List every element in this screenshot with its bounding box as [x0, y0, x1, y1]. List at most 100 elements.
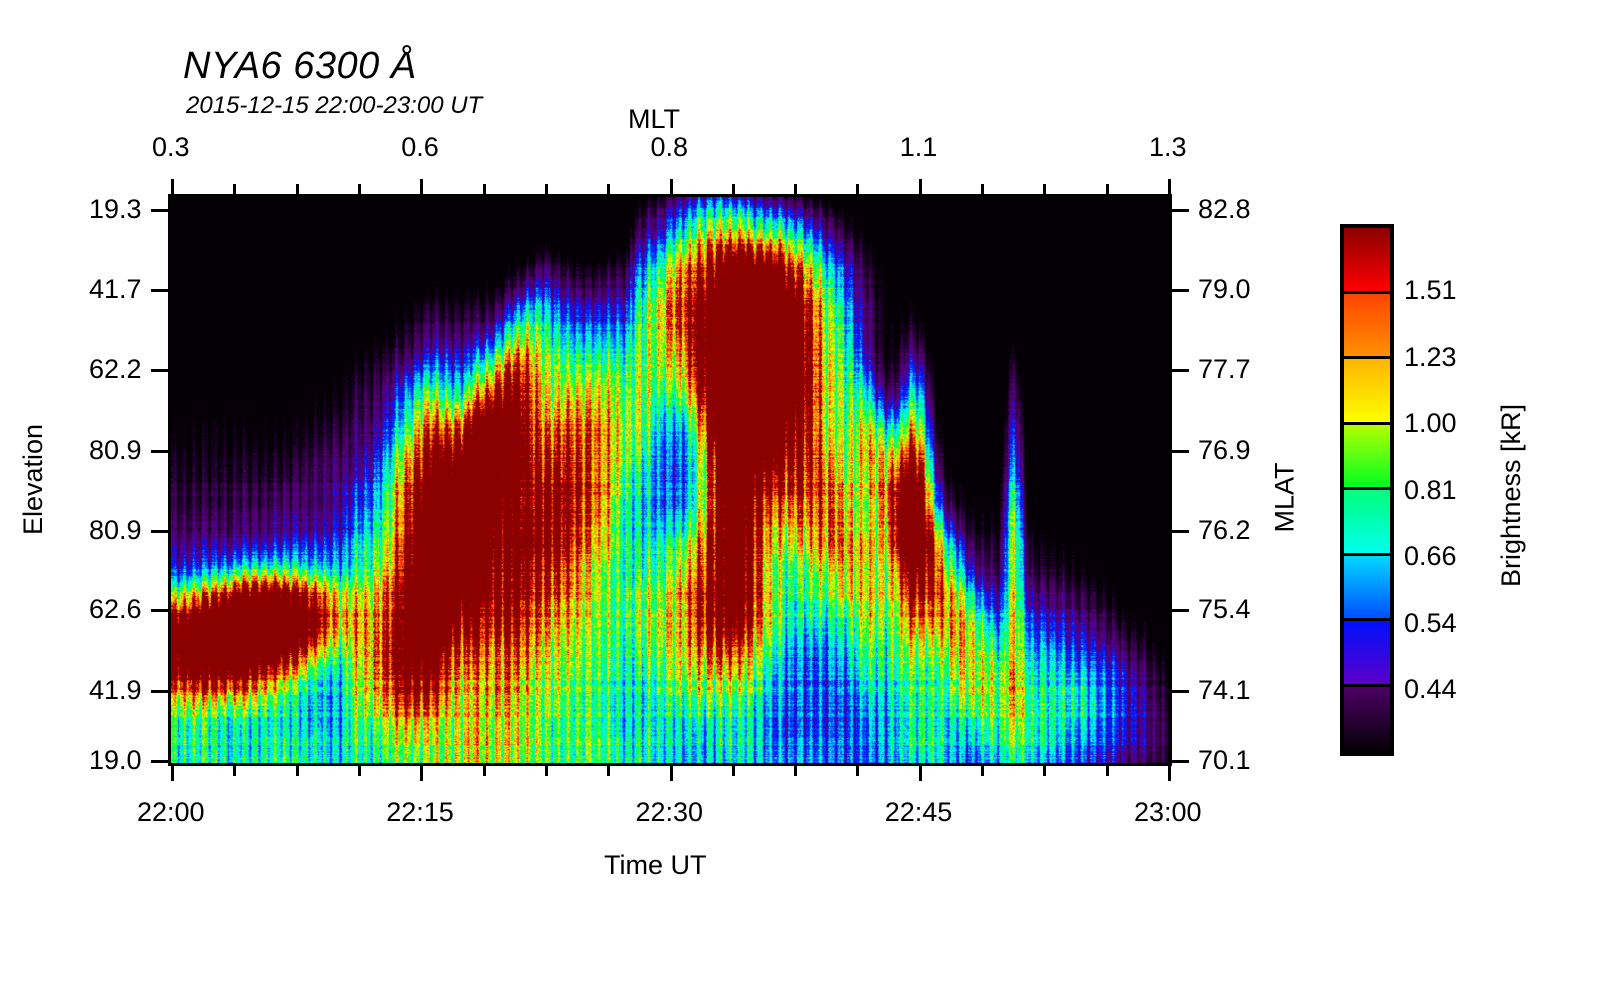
bottom-axis-tick	[296, 766, 299, 776]
left-axis-tick-label: 41.7	[89, 273, 142, 304]
right-axis-tick-label: 77.7	[1198, 353, 1251, 384]
top-axis-tick	[981, 184, 984, 194]
top-axis-tick	[545, 184, 548, 194]
right-axis-tick	[1172, 289, 1189, 292]
left-axis-tick-label: 80.9	[89, 514, 142, 545]
left-axis-label: Elevation	[18, 423, 49, 536]
right-axis-tick	[1172, 450, 1189, 453]
bottom-axis-tick-label: 22:30	[635, 797, 704, 827]
left-axis-tick	[151, 289, 168, 292]
top-axis-tick	[919, 179, 922, 194]
right-axis-tick-label: 75.4	[1198, 593, 1251, 624]
keogram-plot-area	[168, 194, 1172, 766]
bottom-axis-tick	[919, 766, 922, 781]
bottom-axis-tick	[856, 766, 859, 776]
top-axis-tick	[1106, 184, 1109, 194]
right-axis-tick	[1172, 369, 1189, 372]
left-axis-tick-label: 19.0	[89, 744, 142, 775]
left-axis-tick-label: 19.3	[89, 193, 142, 224]
left-axis-tick-label: 41.9	[89, 674, 142, 705]
top-axis-tick-label: 0.8	[650, 132, 689, 162]
top-axis-tick	[1168, 179, 1171, 194]
top-axis-tick	[296, 184, 299, 194]
colorbar-tick-label: 0.81	[1404, 474, 1457, 505]
bottom-axis-tick	[670, 766, 673, 781]
top-axis-tick	[1043, 184, 1046, 194]
bottom-axis-tick	[794, 766, 797, 776]
bottom-axis-tick	[732, 766, 735, 776]
left-axis-tick	[151, 609, 168, 612]
colorbar-axis-label: Brightness [kR]	[1496, 403, 1527, 588]
bottom-axis-tick	[981, 766, 984, 776]
bottom-axis-tick	[1106, 766, 1109, 776]
bottom-axis-tick	[1168, 766, 1171, 781]
left-axis-tick	[151, 369, 168, 372]
colorbar	[1340, 224, 1394, 756]
top-axis-tick	[732, 184, 735, 194]
colorbar-segment-1	[1344, 293, 1390, 359]
top-axis-tick	[420, 179, 423, 194]
left-axis-tick	[151, 760, 168, 763]
right-axis-tick-label: 74.1	[1198, 674, 1251, 705]
bottom-axis-tick	[358, 766, 361, 776]
colorbar-segment-6	[1344, 621, 1390, 687]
left-axis-tick-label: 62.6	[89, 593, 142, 624]
colorbar-tick-label: 1.51	[1404, 275, 1457, 305]
right-axis-tick-label: 79.0	[1198, 273, 1251, 304]
colorbar-segment-5	[1344, 555, 1390, 621]
top-axis-tick	[233, 184, 236, 194]
left-axis-tick-label: 62.2	[89, 353, 142, 384]
left-axis-tick	[151, 209, 168, 212]
right-axis-tick-label: 82.8	[1198, 193, 1251, 224]
colorbar-tick-label: 1.00	[1404, 408, 1457, 438]
colorbar-segment-2	[1344, 359, 1390, 425]
page-subtitle: 2015-12-15 22:00-23:00 UT	[186, 92, 483, 119]
top-axis-tick	[794, 184, 797, 194]
page-title: NYA6 6300 Å	[183, 45, 417, 87]
top-axis-tick	[358, 184, 361, 194]
right-axis-tick	[1172, 209, 1189, 212]
colorbar-tick-label: 0.44	[1404, 674, 1457, 704]
right-axis-tick	[1172, 609, 1189, 612]
bottom-axis-tick-label: 22:15	[386, 797, 454, 827]
left-axis-tick	[151, 690, 168, 693]
top-axis-tick-label: 0.6	[401, 132, 439, 162]
bottom-axis-tick	[233, 766, 236, 776]
right-axis-label: MLAT	[1269, 462, 1300, 533]
left-axis-tick	[151, 450, 168, 453]
top-axis-tick-label: 1.3	[1149, 132, 1187, 162]
colorbar-tick-label: 0.54	[1404, 607, 1457, 638]
bottom-axis-tick-label: 22:45	[884, 797, 953, 827]
left-axis-tick-label: 80.9	[89, 434, 142, 465]
colorbar-tick-label: 0.66	[1404, 541, 1457, 571]
colorbar-tick-label: 1.23	[1404, 341, 1457, 372]
bottom-axis-tick-label: 23:00	[1134, 797, 1202, 827]
top-axis-tick	[483, 184, 486, 194]
bottom-axis-tick	[420, 766, 423, 781]
top-axis-tick	[670, 179, 673, 194]
bottom-axis-tick	[483, 766, 486, 776]
top-axis-tick	[607, 184, 610, 194]
right-axis-tick-label: 76.9	[1198, 434, 1251, 465]
bottom-axis-tick	[607, 766, 610, 776]
top-axis-label: MLT	[628, 104, 680, 134]
top-axis-tick	[856, 184, 859, 194]
bottom-axis-tick	[545, 766, 548, 776]
right-axis-tick-label: 76.2	[1198, 514, 1251, 545]
right-axis-tick	[1172, 690, 1189, 693]
left-axis-tick	[151, 530, 168, 533]
right-axis-tick-label: 70.1	[1198, 744, 1251, 775]
right-axis-tick	[1172, 530, 1189, 533]
bottom-axis-tick-label: 22:00	[137, 797, 205, 827]
colorbar-segment-4	[1344, 490, 1390, 556]
top-axis-tick	[171, 179, 174, 194]
colorbar-segment-0	[1344, 228, 1390, 294]
colorbar-segment-7	[1344, 686, 1390, 752]
bottom-axis-tick	[1043, 766, 1046, 776]
top-axis-tick-label: 1.1	[899, 132, 938, 162]
colorbar-segment-3	[1344, 424, 1390, 490]
top-axis-tick-label: 0.3	[152, 132, 190, 162]
keogram-image	[171, 197, 1169, 763]
bottom-axis-tick	[171, 766, 174, 781]
right-axis-tick	[1172, 760, 1189, 763]
